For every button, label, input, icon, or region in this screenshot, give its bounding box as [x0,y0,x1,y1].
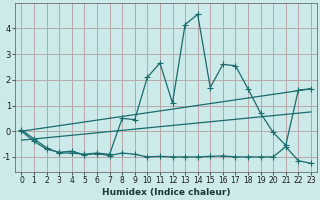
X-axis label: Humidex (Indice chaleur): Humidex (Indice chaleur) [102,188,230,197]
